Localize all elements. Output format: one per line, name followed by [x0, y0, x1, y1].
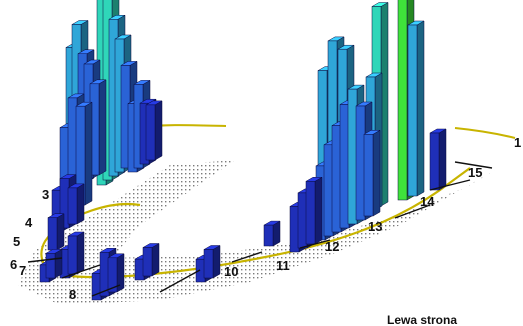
- label-13: 13: [368, 219, 382, 234]
- label-8: 8: [69, 287, 76, 302]
- label-3: 3: [42, 187, 49, 202]
- floor-tick-2: [27, 257, 63, 263]
- floor-tick-6: [299, 239, 331, 249]
- label-1: 1: [514, 135, 521, 150]
- bar-2-5: [89, 79, 107, 176]
- floor-tick-8: [429, 179, 471, 191]
- bar-2-9: [145, 100, 163, 161]
- chart-caption: Lewa strona: [387, 313, 457, 326]
- bar-14-3: [407, 20, 425, 197]
- label-6: 6: [10, 257, 17, 272]
- floor-tick-3: [91, 284, 121, 297]
- bar-9-2: [142, 243, 160, 277]
- outline-right: [454, 127, 516, 139]
- bar-5-1: [47, 213, 65, 251]
- bar-15-1: [429, 128, 447, 191]
- bar-layer: [27, 0, 493, 301]
- floor-tick-1: [61, 264, 101, 279]
- bar-4-3: [67, 183, 85, 225]
- label-5: 5: [13, 234, 20, 249]
- label-12: 12: [325, 239, 339, 254]
- floor-tick-7: [394, 204, 431, 219]
- floor-tick-5: [231, 251, 263, 263]
- bar-6-2: [67, 231, 85, 275]
- label-4: 4: [25, 215, 33, 230]
- label-11: 11: [276, 258, 290, 273]
- label-15: 15: [468, 165, 482, 180]
- floor-tick-9: [454, 161, 493, 169]
- label-10: 10: [224, 264, 238, 279]
- floor-tick-4: [159, 269, 201, 293]
- bar-12-3: [305, 176, 323, 245]
- bar-7-2: [45, 248, 63, 279]
- bar-11-1: [263, 220, 281, 247]
- bar-10-2: [203, 245, 221, 279]
- bar-13-7: [363, 129, 381, 217]
- label-7: 7: [19, 263, 26, 278]
- bar-8-3: [107, 253, 125, 293]
- label-14: 14: [420, 194, 435, 209]
